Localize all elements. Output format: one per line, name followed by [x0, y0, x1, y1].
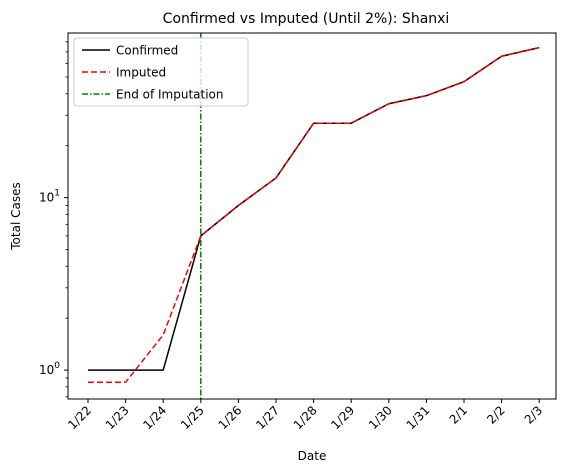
- x-axis-label: Date: [298, 449, 327, 463]
- legend-label-end-of-imputation: End of Imputation: [116, 88, 224, 102]
- y-axis-label: Total Cases: [9, 182, 23, 250]
- x-tick-label: 1/27: [253, 403, 282, 432]
- x-tick-label: 1/29: [328, 403, 357, 432]
- x-tick-label: 2/3: [522, 403, 546, 427]
- legend-label-imputed: Imputed: [116, 66, 166, 80]
- chart-title: Confirmed vs Imputed (Until 2%): Shanxi: [163, 11, 450, 27]
- y-tick-label: 101: [39, 189, 60, 205]
- y-axis: 100 101: [39, 41, 68, 398]
- x-tick-label: 2/1: [447, 403, 471, 427]
- x-tick-label: 1/24: [140, 403, 169, 432]
- x-tick-label: 1/31: [404, 403, 433, 432]
- x-tick-label: 1/30: [366, 403, 395, 432]
- x-tick-label: 1/26: [216, 403, 245, 432]
- plot-frame: [67, 32, 557, 400]
- series-line-imputed: [88, 46, 540, 384]
- y-tick-label: 100: [39, 361, 60, 377]
- x-axis: 1/22 1/23 1/24 1/25 1/26 1/27 1/28 1/29 1/30 1/31…: [65, 399, 545, 432]
- x-tick-label: 1/25: [178, 403, 207, 432]
- legend-label-confirmed: Confirmed: [116, 44, 178, 58]
- legend: Confirmed Imputed End of Imputation: [73, 37, 249, 107]
- x-tick-label: 1/28: [291, 403, 320, 432]
- legend-box: [73, 37, 249, 107]
- x-tick-label: 1/23: [103, 403, 132, 432]
- x-tick-label: 1/22: [65, 403, 94, 432]
- x-tick-label: 2/2: [484, 403, 508, 427]
